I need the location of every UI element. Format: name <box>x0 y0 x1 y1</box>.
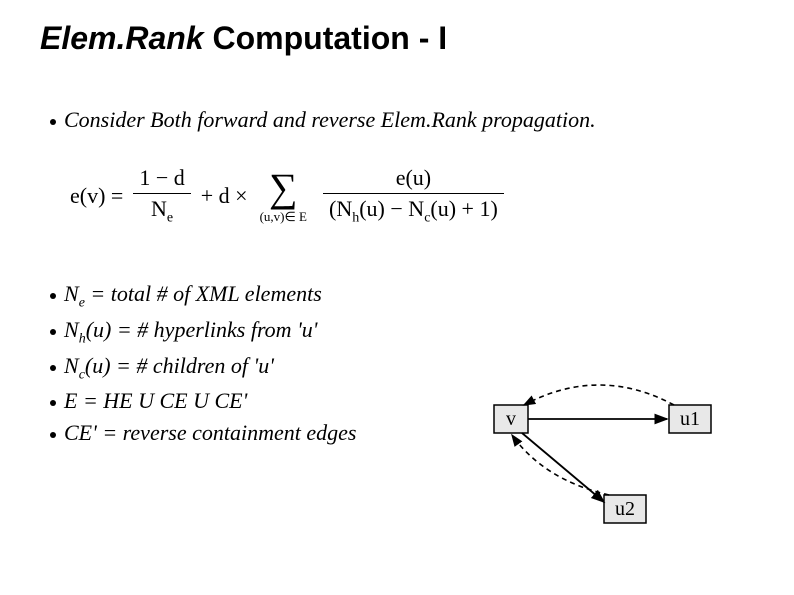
def-nh: Nh(u) = # hyperlinks from 'u' <box>50 314 356 350</box>
title-italic-part: Elem.Rank <box>40 20 204 56</box>
definitions-list: Ne = total # of XML elements Nh(u) = # h… <box>40 278 356 449</box>
eq-frac2-den: (Nh(u) − Nc(u) + 1) <box>323 194 504 228</box>
eq-frac1: 1 − d Ne <box>133 163 190 228</box>
def-nc: Nc(u) = # children of 'u' <box>50 350 356 386</box>
eq-frac2-num: e(u) <box>390 163 437 193</box>
eq-frac1-num: 1 − d <box>133 163 190 193</box>
def-ne: Ne = total # of XML elements <box>50 278 356 314</box>
bullet-text: Consider Both forward and reverse Elem.R… <box>64 107 596 132</box>
edge-v-u2-solid <box>522 433 604 502</box>
equation-block: e(v) = 1 − d Ne + d × ∑ (u,v)∈ E e(u) (N… <box>70 163 754 228</box>
bullet-icon <box>50 293 56 299</box>
edge-u1-v-dashed <box>524 385 674 405</box>
equation: e(v) = 1 − d Ne + d × ∑ (u,v)∈ E e(u) (N… <box>70 163 754 228</box>
slide: Elem.Rank Computation - I Consider Both … <box>0 0 794 469</box>
eq-plus-d: + d × <box>201 183 248 209</box>
bullet-icon <box>50 365 56 371</box>
eq-frac2: e(u) (Nh(u) − Nc(u) + 1) <box>323 163 504 228</box>
eq-lhs: e(v) = <box>70 183 123 209</box>
node-u2-label: u2 <box>615 498 635 520</box>
bullet-icon <box>50 400 56 406</box>
def-e: E = HE U CE U CE' <box>50 385 356 417</box>
bullet-icon <box>50 329 56 335</box>
node-u1-label: u1 <box>680 408 700 430</box>
bullet-icon <box>50 119 56 125</box>
slide-title: Elem.Rank Computation - I <box>40 20 754 57</box>
node-v-label: v <box>506 408 516 430</box>
sigma-icon: ∑ <box>269 168 298 208</box>
bullet-icon <box>50 432 56 438</box>
bullet-consider: Consider Both forward and reverse Elem.R… <box>40 107 754 133</box>
eq-sigma: ∑ (u,v)∈ E <box>260 168 307 223</box>
title-rest: Computation - I <box>204 20 448 56</box>
graph-diagram: v u1 u2 <box>474 360 734 540</box>
eq-frac1-den: Ne <box>145 194 179 228</box>
eq-sigma-sub: (u,v)∈ E <box>260 210 307 223</box>
def-ce: CE' = reverse containment edges <box>50 417 356 449</box>
